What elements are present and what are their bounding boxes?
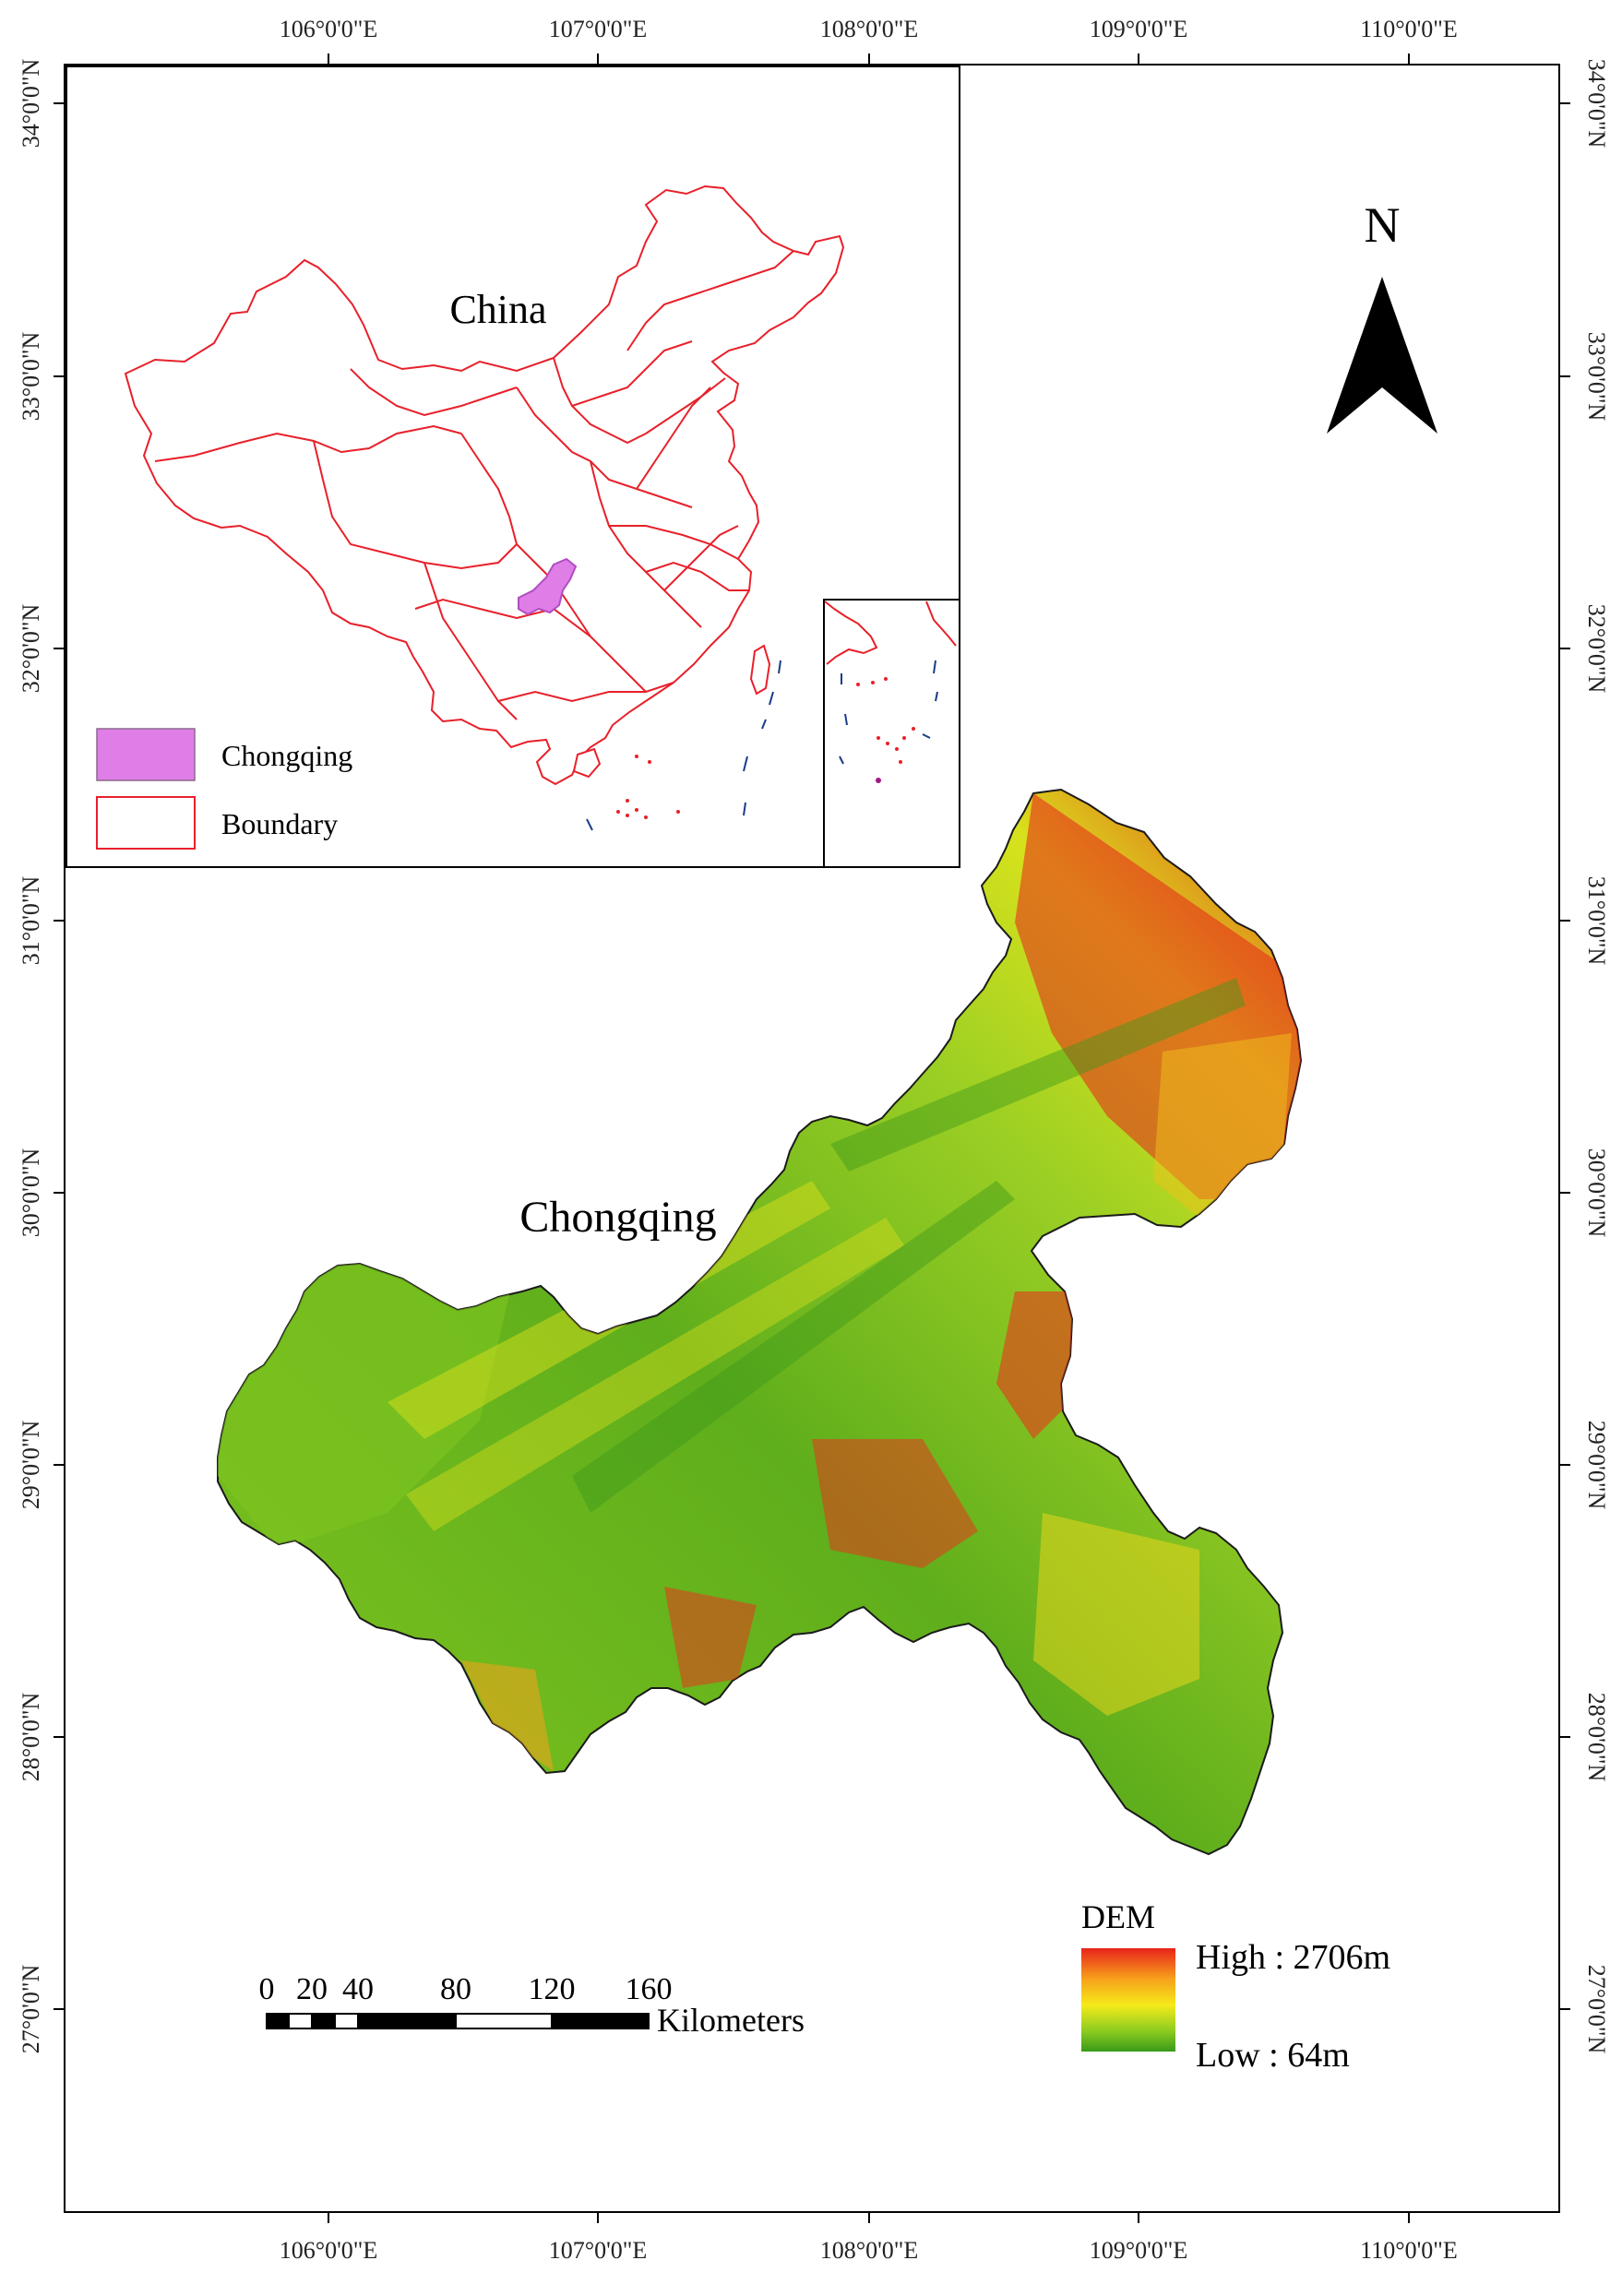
bottom-tick-label: 106°0'0"E: [280, 2237, 378, 2264]
left-tick-label: 30°0'0"N: [18, 1148, 44, 1238]
right-tick-label: 31°0'0"N: [1583, 876, 1610, 966]
dem-legend: DEM High : 2706m Low : 64m: [1081, 1898, 1390, 2075]
right-axis-labels: 34°0'0"N 33°0'0"N 32°0'0"N 31°0'0"N 30°0…: [1583, 59, 1610, 2054]
left-tick-label: 32°0'0"N: [18, 604, 44, 694]
north-arrow-label: N: [1365, 197, 1401, 253]
bottom-tick-label: 109°0'0"E: [1090, 2237, 1188, 2264]
right-tick-label: 28°0'0"N: [1583, 1693, 1610, 1782]
right-tick-label: 30°0'0"N: [1583, 1148, 1610, 1238]
bottom-tick-label: 107°0'0"E: [549, 2237, 648, 2264]
chongqing-highlight: [518, 557, 578, 616]
left-tick-label: 29°0'0"N: [18, 1421, 44, 1510]
top-tick-label: 109°0'0"E: [1090, 16, 1188, 42]
inset-china-map: China Chongqing Boundary: [66, 65, 960, 868]
north-arrow: N: [1327, 197, 1437, 434]
sub-inset-content: [824, 601, 957, 783]
right-tick-label: 29°0'0"N: [1583, 1421, 1610, 1510]
dem-legend-title: DEM: [1081, 1898, 1155, 1935]
top-tick-label: 107°0'0"E: [549, 16, 648, 42]
bottom-axis-labels: 106°0'0"E 107°0'0"E 108°0'0"E 109°0'0"E …: [280, 2237, 1458, 2264]
china-outline: [124, 184, 845, 786]
legend-swatch-chongqing: [96, 728, 196, 781]
right-tick-label: 32°0'0"N: [1583, 604, 1610, 694]
taiwan-outline: [749, 644, 771, 696]
scale-bar-segment: [288, 2013, 313, 2029]
scale-bar-segment: [311, 2013, 336, 2029]
scale-label: 0: [259, 1972, 275, 2006]
nine-dash-line: [586, 660, 781, 831]
left-tick-label: 28°0'0"N: [18, 1693, 44, 1782]
scale-bar-segment: [266, 2013, 290, 2029]
north-arrow-icon: [1327, 277, 1437, 434]
scale-label: 120: [529, 1972, 576, 2006]
scale-label: 20: [296, 1972, 328, 2006]
graticule-ticks: [54, 54, 1570, 2223]
right-tick-label: 34°0'0"N: [1583, 59, 1610, 149]
scale-label: 40: [342, 1972, 374, 2006]
bottom-tick-label: 108°0'0"E: [820, 2237, 919, 2264]
scale-bar-segment: [334, 2013, 359, 2029]
south-china-sea-inset: [823, 599, 960, 868]
scale-bar: 0 20 40 80 120 160 Kilometers: [259, 1972, 805, 2039]
bottom-tick-label: 110°0'0"E: [1360, 2237, 1458, 2264]
hainan-outline: [572, 747, 602, 779]
legend-label-boundary: Boundary: [221, 807, 338, 840]
inset-title: China: [449, 287, 546, 332]
province-boundaries: [154, 250, 794, 720]
scale-label: 160: [626, 1972, 673, 2006]
top-axis-labels: 106°0'0"E 107°0'0"E 108°0'0"E 109°0'0"E …: [280, 16, 1458, 42]
scale-bar-segments: [266, 2013, 650, 2029]
left-tick-label: 34°0'0"N: [18, 59, 44, 149]
scale-bar-segment: [455, 2013, 553, 2029]
left-axis-labels: 34°0'0"N 33°0'0"N 32°0'0"N 31°0'0"N 30°0…: [18, 59, 44, 2054]
scale-bar-segment: [357, 2013, 408, 2029]
scale-bar-segment: [551, 2013, 650, 2029]
legend-swatch-boundary: [96, 796, 196, 850]
left-tick-label: 33°0'0"N: [18, 332, 44, 422]
region-label: Chongqing: [519, 1193, 716, 1242]
top-tick-label: 110°0'0"E: [1360, 16, 1458, 42]
top-tick-label: 106°0'0"E: [280, 16, 378, 42]
island-dots: [616, 755, 680, 819]
dem-low-label: Low : 64m: [1196, 2036, 1350, 2075]
scale-label: 80: [440, 1972, 471, 2006]
right-tick-label: 27°0'0"N: [1583, 1965, 1610, 2054]
dem-high-label: High : 2706m: [1196, 1938, 1390, 1977]
top-tick-label: 108°0'0"E: [820, 16, 919, 42]
scale-bar-segment: [406, 2013, 457, 2029]
right-tick-label: 33°0'0"N: [1583, 332, 1610, 422]
chongqing-dem-shape: [217, 788, 1303, 1856]
scale-unit: Kilometers: [657, 2002, 805, 2039]
left-tick-label: 27°0'0"N: [18, 1965, 44, 2054]
left-tick-label: 31°0'0"N: [18, 876, 44, 966]
dem-color-ramp: [1081, 1948, 1175, 2052]
legend-label-chongqing: Chongqing: [221, 739, 352, 772]
